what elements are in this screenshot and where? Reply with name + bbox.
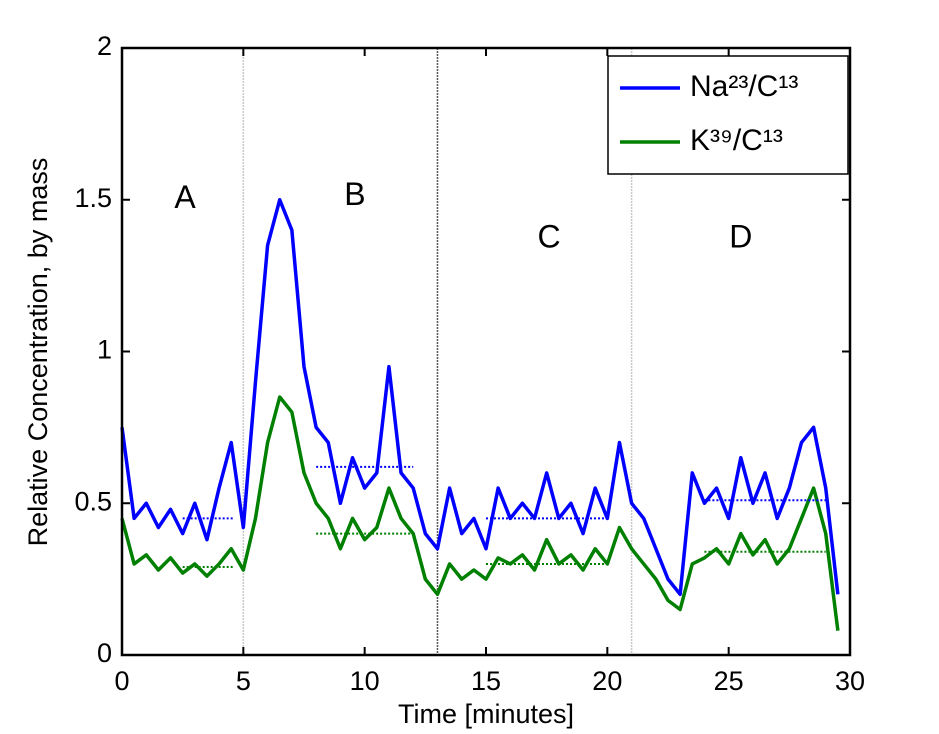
data-line (120, 395, 840, 631)
x-axis-label: Time [minutes] (398, 699, 574, 729)
region-label: C (538, 219, 561, 255)
y-axis-label: Relative Concentration, by mass (23, 158, 53, 547)
legend-label: Na²³/C¹³ (690, 70, 798, 103)
region-label: D (729, 219, 752, 255)
y-tick-label: 2 (97, 31, 112, 61)
legend-box (607, 55, 849, 175)
y-tick-label: 1.5 (74, 183, 112, 213)
region-label: A (174, 179, 196, 215)
x-tick-label: 10 (350, 666, 380, 696)
x-tick-label: 15 (471, 666, 501, 696)
x-tick-label: 5 (236, 666, 251, 696)
data-line (120, 198, 840, 597)
region-label: B (344, 176, 365, 212)
legend-label: K³⁹/C¹³ (690, 124, 783, 157)
x-tick-label: 25 (714, 666, 744, 696)
y-tick-label: 0.5 (74, 486, 112, 516)
y-tick-label: 1 (97, 335, 112, 365)
x-tick-label: 30 (835, 666, 865, 696)
y-tick-label: 0 (97, 638, 112, 668)
x-tick-label: 20 (592, 666, 622, 696)
x-tick-label: 0 (114, 666, 129, 696)
